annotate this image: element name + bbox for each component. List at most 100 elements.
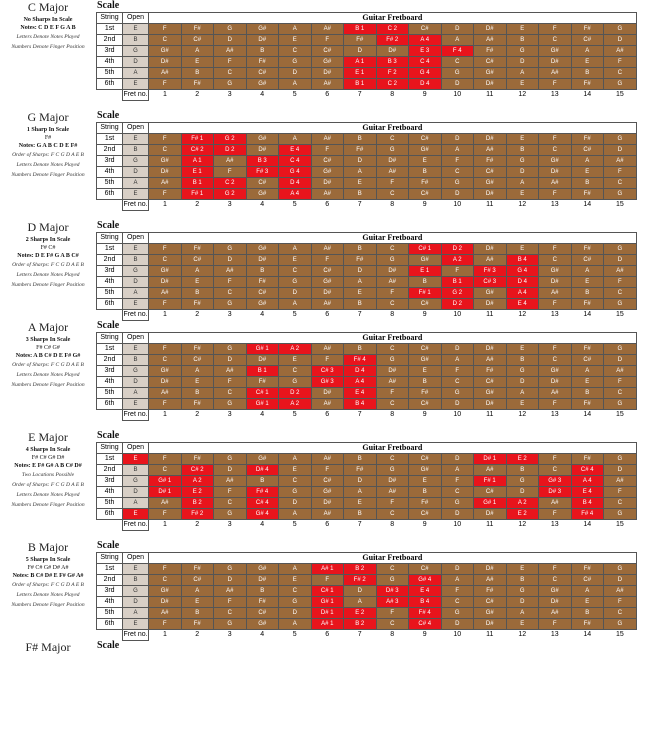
fret-note: G# — [148, 365, 182, 377]
fret-note: D — [603, 34, 637, 46]
open-note: G — [122, 475, 149, 487]
fret-note: C — [148, 144, 182, 156]
scale-notes: Notes: G A B C D E F# — [18, 143, 78, 149]
fret-note: A — [180, 585, 214, 597]
fret-note: D# — [148, 376, 182, 388]
fret-note: E — [505, 563, 539, 575]
fret-note: D# — [148, 56, 182, 68]
fret-note: C# — [408, 508, 442, 520]
fret-number: 2 — [181, 409, 214, 421]
played-note: D# 3 — [538, 486, 572, 498]
played-note: C 2 — [213, 177, 247, 189]
played-note: C 4 — [278, 155, 312, 167]
fret-note: D — [343, 585, 377, 597]
string-name: 4th — [96, 56, 123, 68]
key-title: B Major — [27, 540, 69, 554]
header-open: Open — [122, 332, 149, 344]
fret-note: C — [375, 133, 409, 145]
fret-note: A — [278, 23, 312, 35]
played-note: A 1 — [180, 155, 214, 167]
string-name: 4th — [96, 486, 123, 498]
fret-note: F# — [408, 177, 442, 189]
fret-note: E — [505, 188, 539, 200]
string-name: 2nd — [96, 144, 123, 156]
fret-note: F — [213, 166, 247, 178]
fret-note: A# — [213, 155, 247, 167]
fret-note: D — [603, 144, 637, 156]
fret-note: B — [245, 585, 279, 597]
fret-number: 13 — [538, 199, 571, 211]
fret-note: G# — [473, 67, 507, 79]
header-row: String Open Guitar Fretboard — [96, 122, 637, 134]
sharps-count: 5 Sharps In Scale — [25, 557, 71, 563]
fret-note: F# — [570, 243, 604, 255]
fret-note: C# — [310, 155, 344, 167]
fret-note: F# — [570, 23, 604, 35]
header-row: String Open Guitar Fretboard — [96, 552, 637, 564]
played-note: B 1 — [343, 78, 377, 90]
played-note: E 4 — [408, 585, 442, 597]
fret-note: C# — [473, 56, 507, 68]
fret-label: Fret no. — [122, 629, 149, 641]
fret-note: F# — [180, 618, 214, 630]
fret-note: D — [505, 486, 539, 498]
fret-note: F# — [180, 563, 214, 575]
string-name: 1st — [96, 343, 123, 355]
played-note: G# 4 — [408, 574, 442, 586]
fret-note: G — [375, 354, 409, 366]
string-name: 1st — [96, 563, 123, 575]
fretboard-table: String Open Guitar Fretboard 1st E F F# G G# A A# B… — [96, 12, 637, 101]
fret-number: 10 — [441, 629, 474, 641]
fret-number: 5 — [278, 309, 311, 321]
scale-notes: Notes: B C# D# E F# G# A# — [12, 573, 84, 579]
fret-note: F — [538, 618, 572, 630]
fret-note: E — [278, 34, 312, 46]
fret-note: C — [375, 298, 409, 310]
open-note: B — [122, 464, 149, 476]
string-name: 5th — [96, 67, 123, 79]
played-note: F# 4 — [245, 486, 279, 498]
fret-note: F# — [180, 398, 214, 410]
fret-number-row: Fret no. 1 2 3 4 5 6 7 8 9 10 11 12 13 14 15 — [96, 629, 637, 641]
fret-note: C — [213, 287, 247, 299]
fret-number: 12 — [506, 629, 539, 641]
played-note: C 2 — [375, 23, 409, 35]
string-name: 5th — [96, 497, 123, 509]
fret-number: 11 — [473, 409, 506, 421]
fret-note: C — [538, 144, 572, 156]
fret-note: G — [505, 365, 539, 377]
scale-info: G Major 1 Sharp In Scale F# Notes: G A B C … — [0, 110, 96, 179]
played-note: A 4 — [505, 287, 539, 299]
fret-number: 3 — [213, 519, 246, 531]
played-note: F# 4 — [570, 508, 604, 520]
fret-note: A — [180, 45, 214, 57]
fret-note: B — [343, 508, 377, 520]
scale-notes: Notes: A B C# D E F# G# — [15, 353, 81, 359]
fret-number: 1 — [148, 409, 181, 421]
open-note: B — [122, 354, 149, 366]
played-note: C# 3 — [473, 276, 507, 288]
fret-note: D — [440, 618, 474, 630]
played-note: C# 4 — [570, 464, 604, 476]
fret-note: B — [505, 464, 539, 476]
scale-block: B Major 5 Sharps In Scale F# C# G# D# A# No… — [0, 540, 650, 650]
fret-number: 14 — [571, 199, 604, 211]
fret-note: D# — [148, 166, 182, 178]
fret-number: 11 — [473, 89, 506, 101]
fret-number: 8 — [376, 89, 409, 101]
fret-note: D — [213, 34, 247, 46]
played-note: D# 3 — [375, 585, 409, 597]
fret-number: 5 — [278, 519, 311, 531]
fret-note: A — [570, 265, 604, 277]
fret-note: C — [538, 354, 572, 366]
fret-note: F — [375, 177, 409, 189]
fret-number: 2 — [181, 519, 214, 531]
fret-note: G — [213, 23, 247, 35]
played-note: D 4 — [505, 276, 539, 288]
scale-info: C Major No Sharps In Scale Notes: C D E F … — [0, 0, 96, 51]
fret-number: 14 — [571, 409, 604, 421]
